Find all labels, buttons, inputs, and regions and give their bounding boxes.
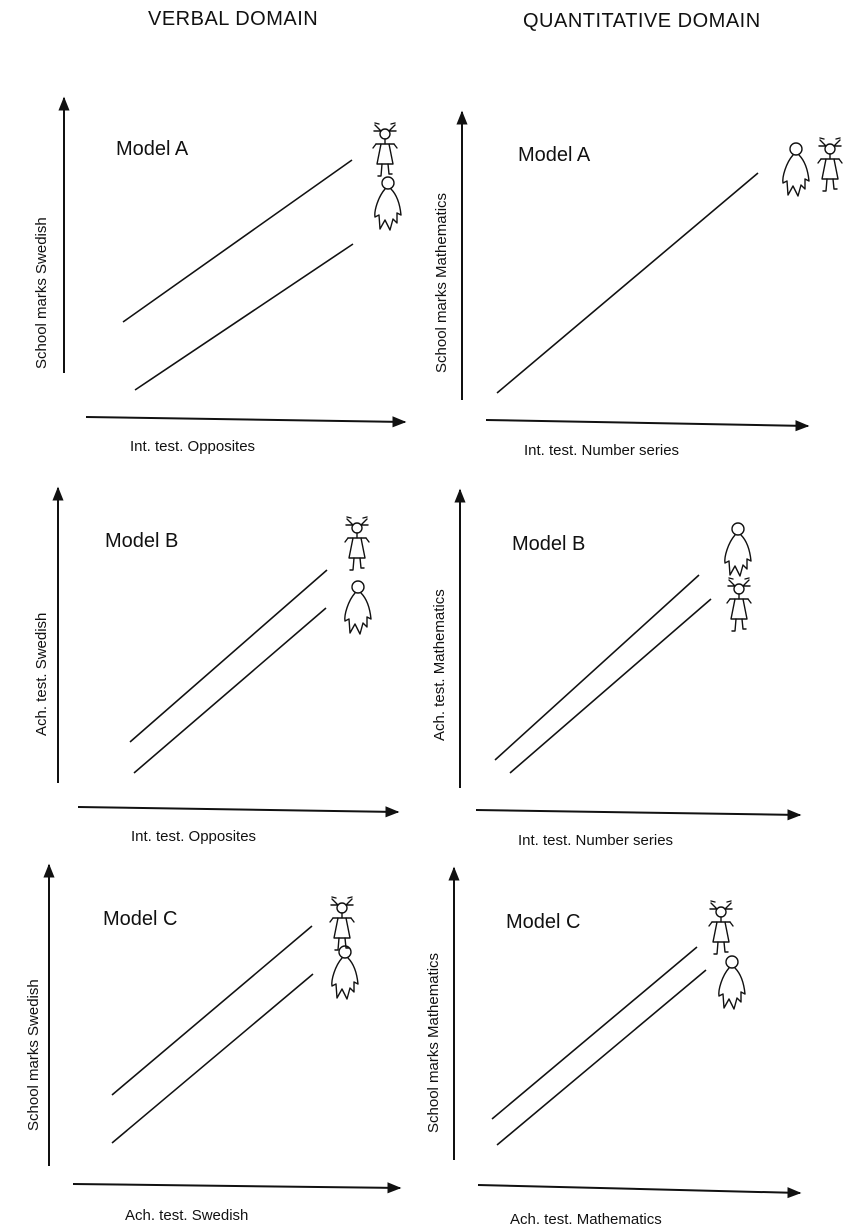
regression-line-boys bbox=[133, 607, 327, 774]
boy-figure-icon bbox=[374, 176, 402, 231]
x-axis-label: Int. test. Opposites bbox=[131, 828, 256, 845]
y-axis-label: School marks Mathematics bbox=[433, 193, 450, 373]
x-axis-label: Ach. test. Mathematics bbox=[510, 1211, 662, 1227]
x-axis bbox=[485, 419, 810, 432]
regression-line-girls bbox=[122, 159, 353, 323]
regression-line-girls bbox=[509, 598, 712, 774]
panel-verbal-a: Model A Int. test. Opposites School mark… bbox=[33, 96, 407, 455]
model-label: Model C bbox=[103, 908, 177, 930]
y-axis-label: School marks Swedish bbox=[33, 217, 50, 369]
panel-quant-a: Model A Int. test. Number series School … bbox=[433, 110, 843, 459]
x-axis-label: Int. test. Opposites bbox=[130, 438, 255, 455]
x-axis bbox=[477, 1184, 802, 1199]
model-label: Model C bbox=[506, 911, 580, 933]
boy-figure-icon bbox=[782, 142, 810, 197]
panel-verbal-c: Model C Ach. test. Swedish School marks … bbox=[25, 863, 402, 1224]
y-axis-label: School marks Swedish bbox=[25, 979, 42, 1131]
x-axis-label: Ach. test. Swedish bbox=[125, 1207, 248, 1224]
x-axis bbox=[85, 416, 407, 428]
boy-figure-icon bbox=[724, 522, 752, 577]
girl-figure-icon bbox=[372, 122, 398, 177]
regression-line-girls bbox=[491, 946, 698, 1120]
regression-line-boys bbox=[494, 574, 700, 761]
girl-figure-icon bbox=[344, 516, 370, 571]
verbal-domain-title: VERBAL DOMAIN bbox=[148, 8, 319, 30]
panel-quant-b: Model B Int. test. Number series Ach. te… bbox=[431, 488, 802, 849]
regression-line-both bbox=[496, 172, 759, 394]
y-axis-label: Ach. test. Mathematics bbox=[431, 589, 448, 741]
x-axis bbox=[77, 806, 400, 818]
y-axis-label: School marks Mathematics bbox=[425, 953, 442, 1133]
y-axis-label: Ach. test. Swedish bbox=[33, 613, 50, 736]
girl-figure-icon bbox=[726, 577, 752, 632]
regression-line-girls bbox=[129, 569, 328, 743]
model-label: Model B bbox=[105, 530, 178, 552]
model-label: Model A bbox=[518, 144, 591, 166]
regression-line-girls bbox=[111, 925, 313, 1096]
panel-verbal-b: Model B Int. test. Opposites Ach. test. … bbox=[33, 486, 400, 845]
girl-figure-icon bbox=[708, 900, 734, 955]
regression-line-boys bbox=[496, 969, 707, 1146]
quantitative-domain-title: QUANTITATIVE DOMAIN bbox=[523, 10, 761, 32]
x-axis-label: Int. test. Number series bbox=[524, 442, 679, 459]
girl-figure-icon bbox=[817, 137, 843, 192]
model-label: Model A bbox=[116, 138, 189, 160]
x-axis-label: Int. test. Number series bbox=[518, 832, 673, 849]
boy-figure-icon bbox=[331, 945, 359, 1000]
girl-figure-icon bbox=[329, 896, 355, 951]
regression-line-boys bbox=[111, 973, 314, 1144]
regression-line-boys bbox=[134, 243, 354, 391]
panel-quant-c: Model C Ach. test. Mathematics School ma… bbox=[425, 866, 802, 1227]
model-label: Model B bbox=[512, 533, 585, 555]
boy-figure-icon bbox=[718, 955, 746, 1010]
x-axis bbox=[72, 1182, 402, 1194]
boy-figure-icon bbox=[344, 580, 372, 635]
x-axis bbox=[475, 809, 802, 821]
